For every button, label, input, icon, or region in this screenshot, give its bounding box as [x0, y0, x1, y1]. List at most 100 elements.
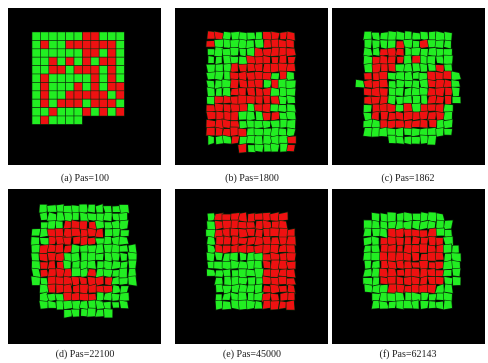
cell: [65, 115, 75, 125]
panel-e-image: [175, 189, 328, 344]
cell: [363, 62, 374, 74]
cell: [269, 300, 280, 311]
cell: [40, 98, 50, 108]
cell: [90, 73, 100, 83]
cell: [107, 48, 117, 58]
cell: [214, 102, 224, 112]
cell: [278, 285, 288, 293]
cell: [428, 300, 437, 309]
cell: [442, 111, 453, 121]
cell: [48, 90, 58, 100]
cell: [207, 55, 215, 64]
cell: [87, 236, 97, 246]
cell: [56, 115, 66, 125]
cell: [285, 252, 297, 262]
cell: [435, 55, 445, 65]
cell: [54, 243, 64, 254]
cell: [30, 244, 41, 254]
cell: [237, 63, 248, 73]
cell: [286, 119, 296, 130]
cell: [40, 65, 50, 75]
cell: [285, 260, 297, 270]
cell: [90, 107, 100, 117]
cell: [419, 62, 428, 73]
panel-d-image: [8, 189, 161, 344]
cell: [395, 135, 405, 145]
cell: [286, 103, 297, 114]
cell: [246, 110, 256, 122]
cell: [394, 63, 405, 73]
cell: [229, 46, 240, 57]
cell: [71, 267, 82, 278]
cell: [262, 259, 272, 270]
cell: [253, 135, 264, 146]
cell: [40, 40, 50, 50]
cell: [127, 251, 138, 261]
cell: [451, 96, 462, 104]
cell: [442, 269, 453, 277]
cell: [270, 111, 280, 122]
cell: [31, 107, 41, 117]
cell: [214, 63, 224, 73]
cell: [286, 135, 297, 144]
cell: [95, 252, 105, 261]
cell: [107, 82, 117, 92]
cell: [269, 283, 280, 295]
cell: [48, 56, 58, 66]
cell: [95, 267, 106, 278]
cell: [107, 40, 117, 50]
cell: [396, 275, 404, 285]
cell: [371, 86, 381, 98]
cell: [214, 269, 225, 278]
cell: [410, 275, 421, 286]
cell: [396, 244, 404, 253]
cell: [229, 87, 240, 96]
cell: [98, 65, 108, 75]
cell: [396, 55, 405, 64]
cell: [70, 243, 81, 254]
cell: [73, 56, 83, 66]
cell: [435, 276, 445, 286]
cell: [82, 65, 92, 75]
cell: [86, 268, 98, 278]
cell: [253, 300, 263, 310]
cell: [205, 127, 216, 137]
cell: [443, 128, 453, 136]
cell: [73, 107, 83, 117]
cell: [418, 78, 429, 89]
cell: [48, 65, 58, 75]
cell: [238, 47, 247, 58]
cell: [107, 98, 117, 108]
cell: [370, 267, 380, 278]
cell: [386, 55, 397, 65]
cell: [362, 127, 373, 138]
cell: [115, 90, 125, 100]
cell: [207, 134, 215, 146]
cell: [48, 73, 58, 83]
cell: [434, 252, 445, 261]
cell: [230, 135, 240, 145]
cell: [46, 204, 58, 213]
cell: [94, 219, 105, 230]
cell: [230, 111, 239, 121]
cell: [386, 119, 397, 130]
cell: [82, 73, 92, 83]
cell: [411, 235, 421, 245]
cell: [427, 79, 437, 88]
cell: [46, 283, 56, 294]
cell: [31, 48, 41, 58]
cell: [115, 31, 125, 41]
cell: [253, 79, 264, 89]
cell: [73, 98, 83, 108]
cell: [39, 261, 49, 270]
cell: [362, 227, 372, 237]
cell: [206, 220, 216, 231]
cell: [111, 301, 120, 309]
cell: [230, 299, 240, 311]
cell: [363, 283, 374, 294]
cell: [94, 309, 105, 318]
cell: [395, 236, 405, 247]
cell: [115, 107, 125, 117]
cell: [237, 143, 247, 154]
cell: [206, 235, 216, 246]
